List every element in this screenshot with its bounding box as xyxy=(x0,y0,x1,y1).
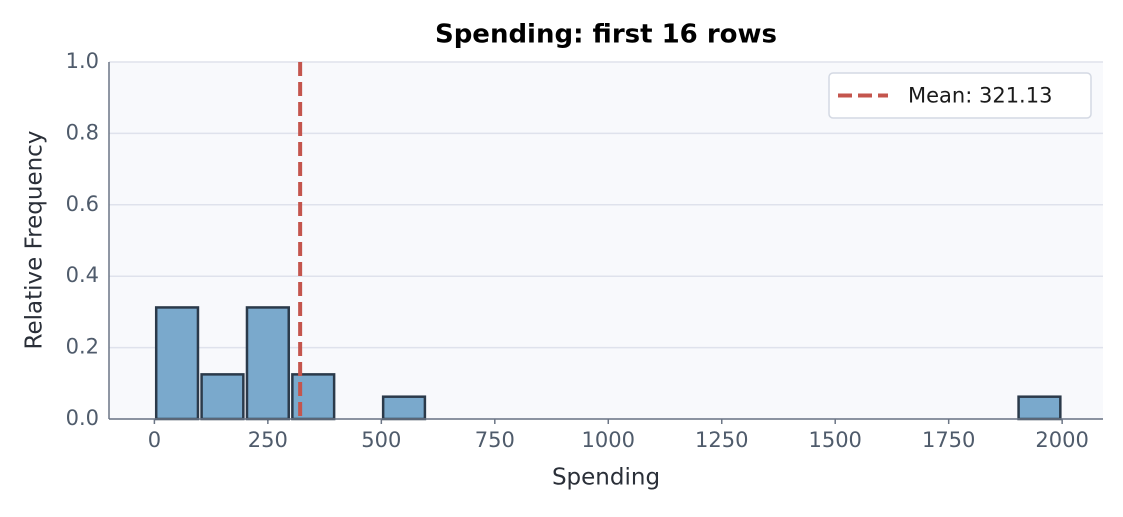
bar xyxy=(381,395,427,421)
y-tick-label: 0.4 xyxy=(66,263,99,287)
x-tick-label: 1000 xyxy=(582,428,635,452)
y-tick-label: 0.0 xyxy=(66,406,99,430)
x-tick-label: 1250 xyxy=(695,428,748,452)
x-tick-label: 750 xyxy=(475,428,515,452)
x-tick-label: 2000 xyxy=(1035,428,1088,452)
x-tick-label: 0 xyxy=(148,428,161,452)
legend-label: Mean: 321.13 xyxy=(908,84,1052,108)
x-axis-label: Spending xyxy=(552,465,660,491)
legend-box xyxy=(828,72,1092,119)
chart-title: Spending: first 16 rows xyxy=(435,20,777,50)
x-tick-label: 1750 xyxy=(922,428,975,452)
x-tick-label: 500 xyxy=(361,428,401,452)
y-tick-label: 0.2 xyxy=(66,335,99,359)
bar xyxy=(154,306,200,421)
bar xyxy=(1017,395,1062,421)
y-axis-label: Relative Frequency xyxy=(22,131,48,350)
y-tick-label: 1.0 xyxy=(66,49,99,73)
bar xyxy=(200,373,245,421)
x-tick-label: 1500 xyxy=(808,428,861,452)
y-tick-label: 0.6 xyxy=(66,192,99,216)
x-tick-label: 250 xyxy=(248,428,288,452)
y-tick-label: 0.8 xyxy=(66,120,99,144)
bar xyxy=(245,306,290,421)
